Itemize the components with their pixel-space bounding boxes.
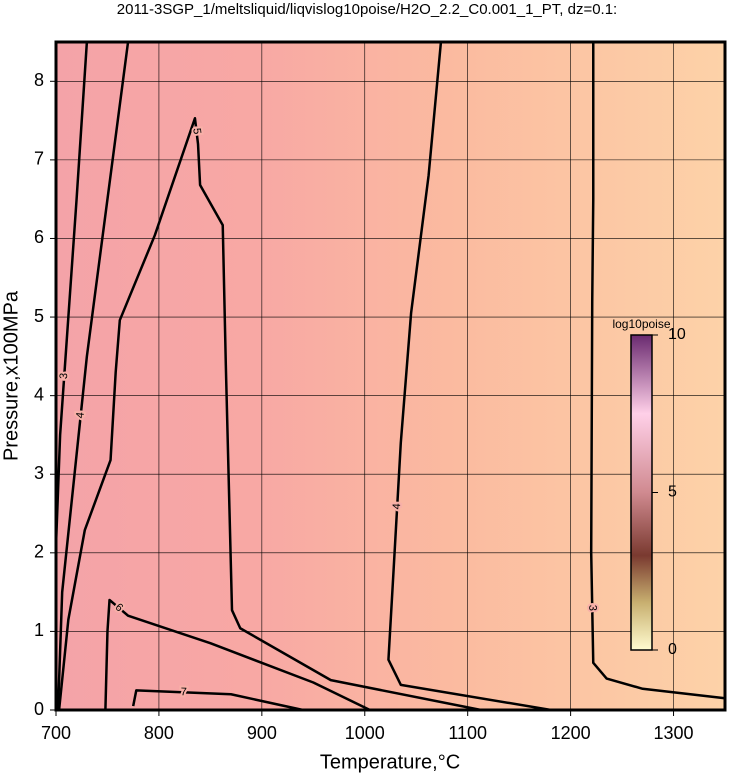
y-axis-label: Pressure,x100MPa: [0, 290, 22, 461]
x-tick-label: 700: [41, 723, 71, 743]
x-tick-label: 1100: [448, 723, 487, 743]
x-axis-label: Temperature,°C: [320, 751, 460, 773]
y-tick-label: 0: [34, 699, 44, 719]
contour-line: [57, 116, 482, 712]
colorbar: log10poise 0 5 10: [612, 317, 685, 658]
chart-title: 2011-3SGP_1/meltsliquid/liqvislog10poise…: [117, 1, 617, 18]
field-background: [56, 42, 725, 710]
x-tick-label: 1000: [345, 723, 385, 743]
colorbar-scale: [630, 334, 653, 651]
contour-line: [104, 598, 371, 712]
contour-label: 4: [74, 412, 87, 419]
colorbar-tick-label: 10: [668, 326, 686, 343]
contour-line: [54, 41, 89, 546]
contour-line: [131, 689, 304, 712]
colorbar-tick-label: 0: [668, 641, 677, 658]
colorbar-tick-label: 5: [668, 484, 677, 501]
x-tick-label: 900: [247, 723, 277, 743]
x-tick-label: 1300: [654, 723, 694, 743]
contour-line: [56, 41, 130, 711]
y-tick-label: 3: [34, 463, 44, 483]
contour-label: 7: [180, 686, 187, 698]
y-tick-label: 8: [34, 70, 44, 90]
y-tick-label: 6: [34, 227, 44, 247]
plot-frame: [54, 40, 727, 712]
colorbar-label: log10poise: [612, 317, 670, 331]
y-tick-label: 2: [34, 542, 44, 562]
y-tick-label: 7: [34, 149, 44, 169]
contour-label: 3: [586, 605, 598, 611]
x-tick-label: 800: [144, 723, 174, 743]
contour-line: [589, 42, 726, 700]
contour-label: 4: [391, 503, 403, 510]
contour-label: 5: [190, 127, 203, 135]
contour-label: 3: [58, 373, 70, 380]
y-tick-label: 4: [34, 384, 44, 404]
y-tick-label: 5: [34, 306, 44, 326]
x-tick-label: 1200: [551, 723, 591, 743]
y-tick-label: 1: [34, 620, 44, 640]
contour-line: [387, 41, 552, 712]
